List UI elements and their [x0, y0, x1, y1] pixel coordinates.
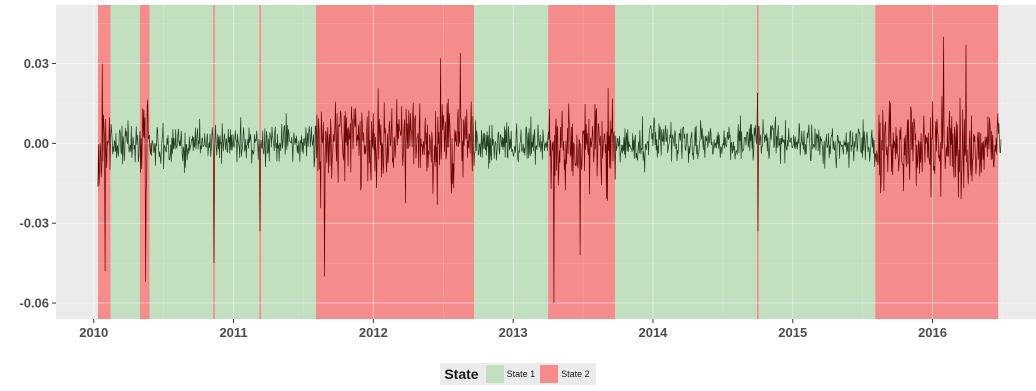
y-tick-label-1: -0.03: [19, 216, 49, 231]
regime-bands: [97, 5, 999, 319]
regime-mark-1: [213, 5, 215, 319]
regime-band-1: [97, 5, 111, 319]
legend-title: State: [444, 366, 479, 382]
regime-band-6: [474, 5, 549, 319]
y-tick-label-2: 0.00: [24, 136, 49, 151]
x-tick-label-1: 2011: [219, 325, 247, 340]
series-segment-16: [997, 123, 1002, 154]
legend-box: State State 1 State 2: [440, 363, 596, 385]
x-tick-label-2: 2012: [359, 325, 388, 340]
legend-label-state-2: State 2: [561, 369, 590, 379]
x-tick-label-4: 2014: [638, 325, 668, 340]
return-series: [97, 36, 1002, 304]
series-segment-12: [615, 92, 758, 173]
x-tick-label-6: 2016: [918, 325, 947, 340]
series-segment-14: [758, 116, 876, 169]
series-segment-8: [260, 113, 317, 168]
series-segment-1: [97, 63, 111, 272]
x-tick-label-5: 2015: [778, 325, 807, 340]
regime-band-8: [615, 5, 876, 319]
series-segment-6: [214, 117, 260, 164]
regime-band-4: [149, 5, 317, 319]
y-tick-label-0: -0.06: [19, 296, 49, 311]
series-segment-3: [139, 99, 151, 282]
x-tick-label-3: 2013: [499, 325, 528, 340]
legend-key-state-2: [540, 365, 559, 383]
regime-band-3: [139, 5, 150, 319]
series-segment-15: [875, 36, 999, 200]
series-segment-9: [315, 52, 475, 277]
series-segment-10: [474, 116, 549, 169]
series-segment-4: [149, 118, 214, 173]
legend: State State 1 State 2: [0, 361, 1036, 387]
series-segment-2: [110, 120, 141, 165]
regime-band-9: [875, 5, 999, 319]
legend-key-state-1: [485, 365, 504, 383]
series-segment-11: [548, 87, 617, 304]
regime-band-5: [316, 5, 475, 319]
y-tick-label-3: 0.03: [24, 56, 49, 71]
x-axis: 2010 2011 2012 2013 2014 2015 2016: [79, 319, 947, 340]
series-segment-7: [259, 139, 262, 232]
regime-chart: -0.06-0.030.000.03 2010 2011 2012 2013 2014 2…: [19, 5, 1036, 340]
y-axis: -0.06 -0.03 0.00 0.03: [19, 56, 56, 311]
x-tick-label-0: 2010: [79, 325, 108, 340]
series-segment-5: [213, 135, 216, 264]
legend-label-state-1: State 1: [506, 369, 536, 379]
series-segment-13: [757, 92, 760, 232]
